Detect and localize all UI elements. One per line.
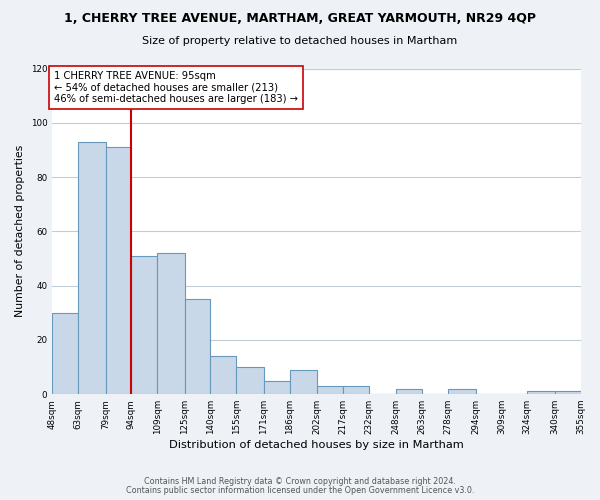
Bar (106, 147, 131, 394)
Bar (448, 388, 476, 394)
Bar (78, 142, 106, 394)
X-axis label: Distribution of detached houses by size in Martham: Distribution of detached houses by size … (169, 440, 464, 450)
Text: Contains public sector information licensed under the Open Government Licence v3: Contains public sector information licen… (126, 486, 474, 495)
Bar (527, 392, 554, 394)
Bar (343, 386, 369, 394)
Bar (131, 256, 157, 394)
Text: 1, CHERRY TREE AVENUE, MARTHAM, GREAT YARMOUTH, NR29 4QP: 1, CHERRY TREE AVENUE, MARTHAM, GREAT YA… (64, 12, 536, 26)
Bar (317, 386, 343, 394)
Bar (264, 380, 290, 394)
Text: Contains HM Land Registry data © Crown copyright and database right 2024.: Contains HM Land Registry data © Crown c… (144, 477, 456, 486)
Bar (397, 388, 422, 394)
Bar (185, 299, 211, 394)
Bar (554, 392, 581, 394)
Text: 1 CHERRY TREE AVENUE: 95sqm
← 54% of detached houses are smaller (213)
46% of se: 1 CHERRY TREE AVENUE: 95sqm ← 54% of det… (54, 71, 298, 104)
Bar (211, 356, 236, 394)
Text: Size of property relative to detached houses in Martham: Size of property relative to detached ho… (142, 36, 458, 46)
Bar (236, 367, 264, 394)
Y-axis label: Number of detached properties: Number of detached properties (15, 145, 25, 318)
Bar (157, 253, 185, 394)
Bar (290, 370, 317, 394)
Bar (52, 312, 78, 394)
